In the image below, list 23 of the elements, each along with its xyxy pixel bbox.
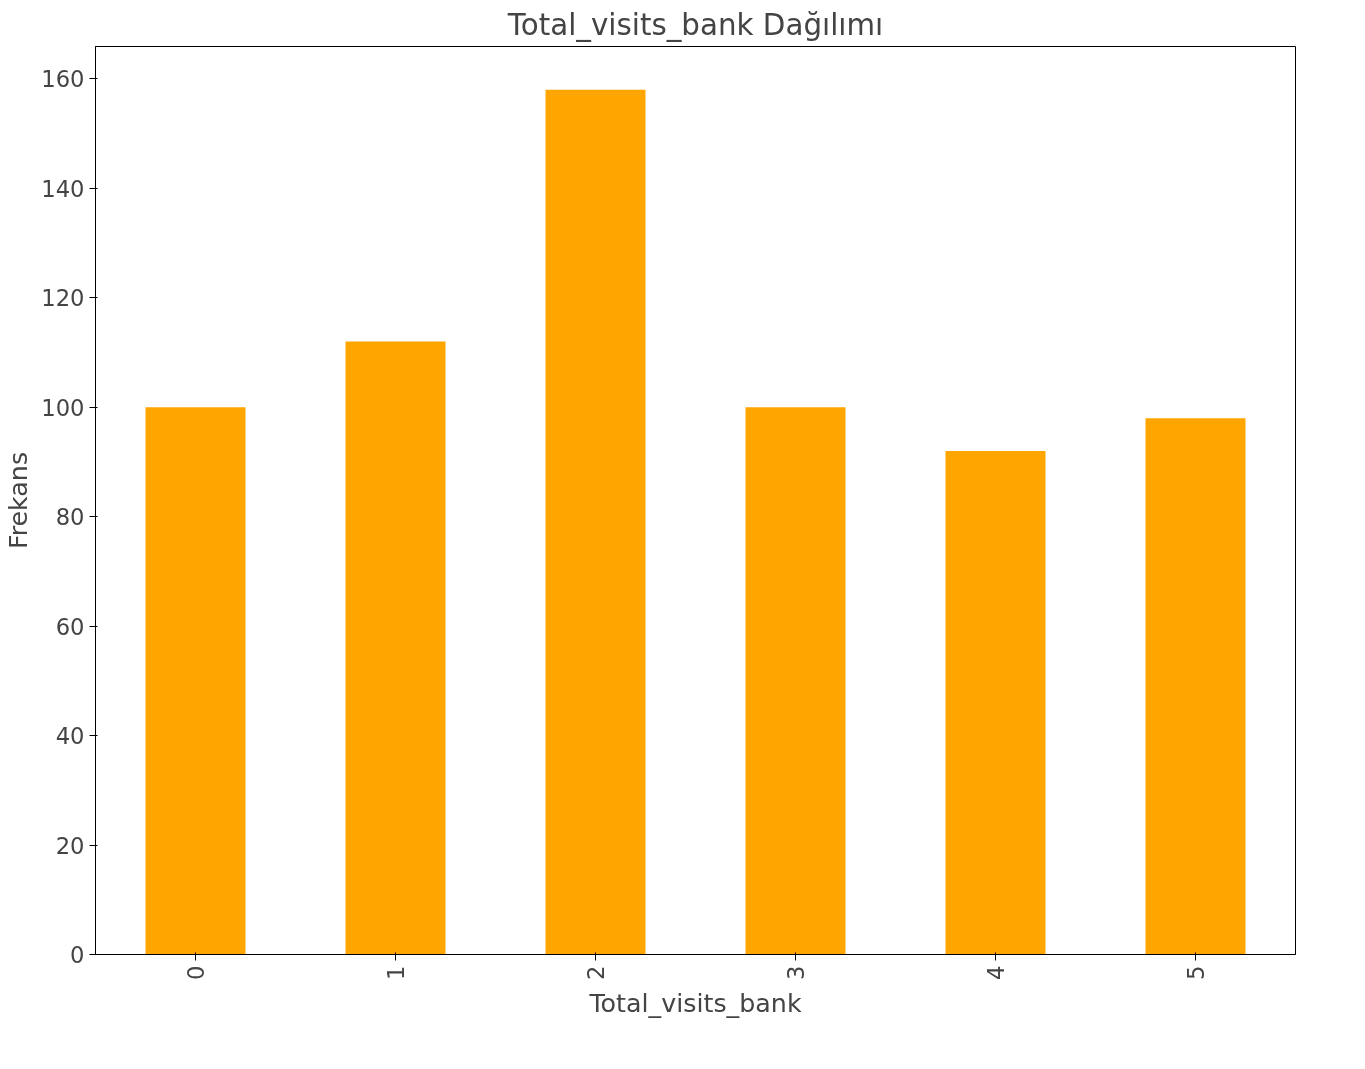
x-tick-label: 2 [583, 965, 609, 980]
bar [545, 89, 646, 955]
x-tick-label: 4 [983, 965, 1009, 980]
y-axis-title: Frekans [3, 451, 34, 550]
bar [945, 450, 1046, 955]
y-tick-label: 20 [55, 832, 85, 859]
chart-title: Total_visits_bank Dağılımı [506, 7, 884, 42]
y-tick-label: 80 [55, 504, 85, 531]
y-tick-label: 100 [41, 394, 85, 421]
y-tick-label: 60 [55, 613, 85, 640]
x-tick-label: 3 [783, 965, 809, 980]
bar [345, 341, 446, 955]
bar [745, 407, 846, 955]
y-tick-label: 40 [55, 723, 85, 750]
y-tick-label: 160 [41, 66, 85, 93]
x-tick-label: 0 [183, 965, 209, 980]
y-tick-label: 120 [41, 285, 85, 312]
y-tick-label: 140 [41, 175, 85, 202]
x-tick-label: 1 [383, 965, 409, 980]
bar [145, 407, 246, 955]
x-tick-label: 5 [1183, 965, 1209, 980]
x-axis-title: Total_visits_bank [588, 987, 802, 1018]
bar [1145, 418, 1246, 955]
